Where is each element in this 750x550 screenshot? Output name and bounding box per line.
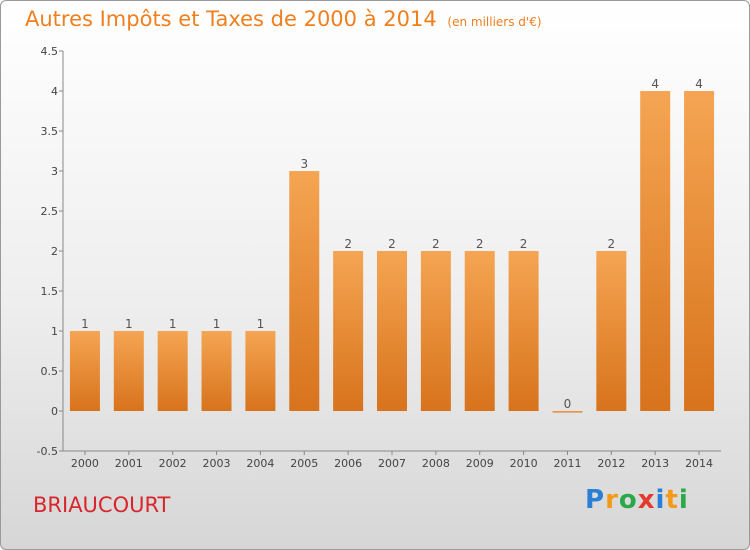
y-tick-label: 4 (51, 85, 58, 98)
x-tick-label: 2014 (685, 457, 713, 470)
chart-title: Autres Impôts et Taxes de 2000 à 2014 (e… (25, 7, 542, 31)
data-label-2012: 2 (608, 237, 616, 251)
bar-2014 (684, 91, 715, 411)
bar-2010 (508, 251, 539, 411)
logo-letter: i (655, 485, 666, 515)
x-tick-label: 2011 (553, 457, 581, 470)
bar-2000 (69, 331, 100, 411)
x-tick-label: 2008 (422, 457, 450, 470)
place-name: BRIAUCOURT (33, 493, 171, 517)
bar-2007 (377, 251, 407, 411)
x-tick-label: 2004 (246, 457, 274, 470)
data-label-2008: 2 (432, 237, 440, 251)
x-tick-label: 2009 (466, 457, 494, 470)
data-label-2005: 3 (300, 157, 308, 171)
bar-2005 (289, 171, 320, 411)
proxiti-logo: Proxiti (585, 485, 689, 515)
x-tick-label: 2006 (334, 457, 362, 470)
data-label-2010: 2 (520, 237, 528, 251)
x-tick-label: 2003 (203, 457, 231, 470)
x-tick-label: 2005 (290, 457, 318, 470)
bar-2012 (596, 251, 627, 411)
x-tick-label: 2010 (510, 457, 538, 470)
data-label-2007: 2 (388, 237, 396, 251)
logo-letter: t (665, 485, 679, 515)
x-tick-label: 2002 (159, 457, 187, 470)
data-label-2006: 2 (344, 237, 352, 251)
logo-letter: o (618, 485, 638, 515)
bar-2006 (333, 251, 364, 411)
data-label-2011: 0 (564, 397, 572, 411)
y-tick-label: 0 (51, 405, 58, 418)
bar-2011 (552, 411, 583, 413)
title-unit: (en milliers d'€) (447, 15, 542, 29)
bar-2002 (157, 331, 188, 411)
data-label-2004: 1 (257, 317, 265, 331)
y-tick-label: 0.5 (41, 365, 59, 378)
bar-2008 (420, 251, 451, 411)
logo-letter: P (585, 485, 606, 515)
y-tick-label: 2.5 (41, 205, 59, 218)
data-label-2013: 4 (651, 77, 659, 91)
x-tick-label: 2007 (378, 457, 406, 470)
y-tick-label: 1.5 (41, 285, 59, 298)
data-label-2000: 1 (81, 317, 89, 331)
y-tick-label: 3 (51, 165, 58, 178)
y-tick-label: 3.5 (41, 125, 59, 138)
logo-letter: r (605, 485, 619, 515)
y-tick-label: 2 (51, 245, 58, 258)
bar-2009 (464, 251, 495, 411)
data-label-2014: 4 (695, 77, 703, 91)
y-tick-label: 4.5 (41, 45, 59, 58)
x-tick-label: 2012 (597, 457, 625, 470)
data-label-2002: 1 (169, 317, 177, 331)
x-tick-label: 2013 (641, 457, 669, 470)
bar-2003 (201, 331, 232, 411)
data-label-2003: 1 (213, 317, 221, 331)
data-label-2009: 2 (476, 237, 484, 251)
bar-2013 (640, 91, 671, 411)
bar-2004 (245, 331, 276, 411)
x-tick-label: 2000 (71, 457, 99, 470)
y-tick-label: -0.5 (37, 445, 58, 458)
logo-letter: x (637, 485, 656, 515)
x-tick-label: 2001 (115, 457, 143, 470)
logo-letter: i (678, 485, 689, 515)
data-label-2001: 1 (125, 317, 133, 331)
y-tick-label: 1 (51, 325, 58, 338)
title-text: Autres Impôts et Taxes de 2000 à 2014 (25, 7, 437, 31)
bar-2001 (113, 331, 144, 411)
